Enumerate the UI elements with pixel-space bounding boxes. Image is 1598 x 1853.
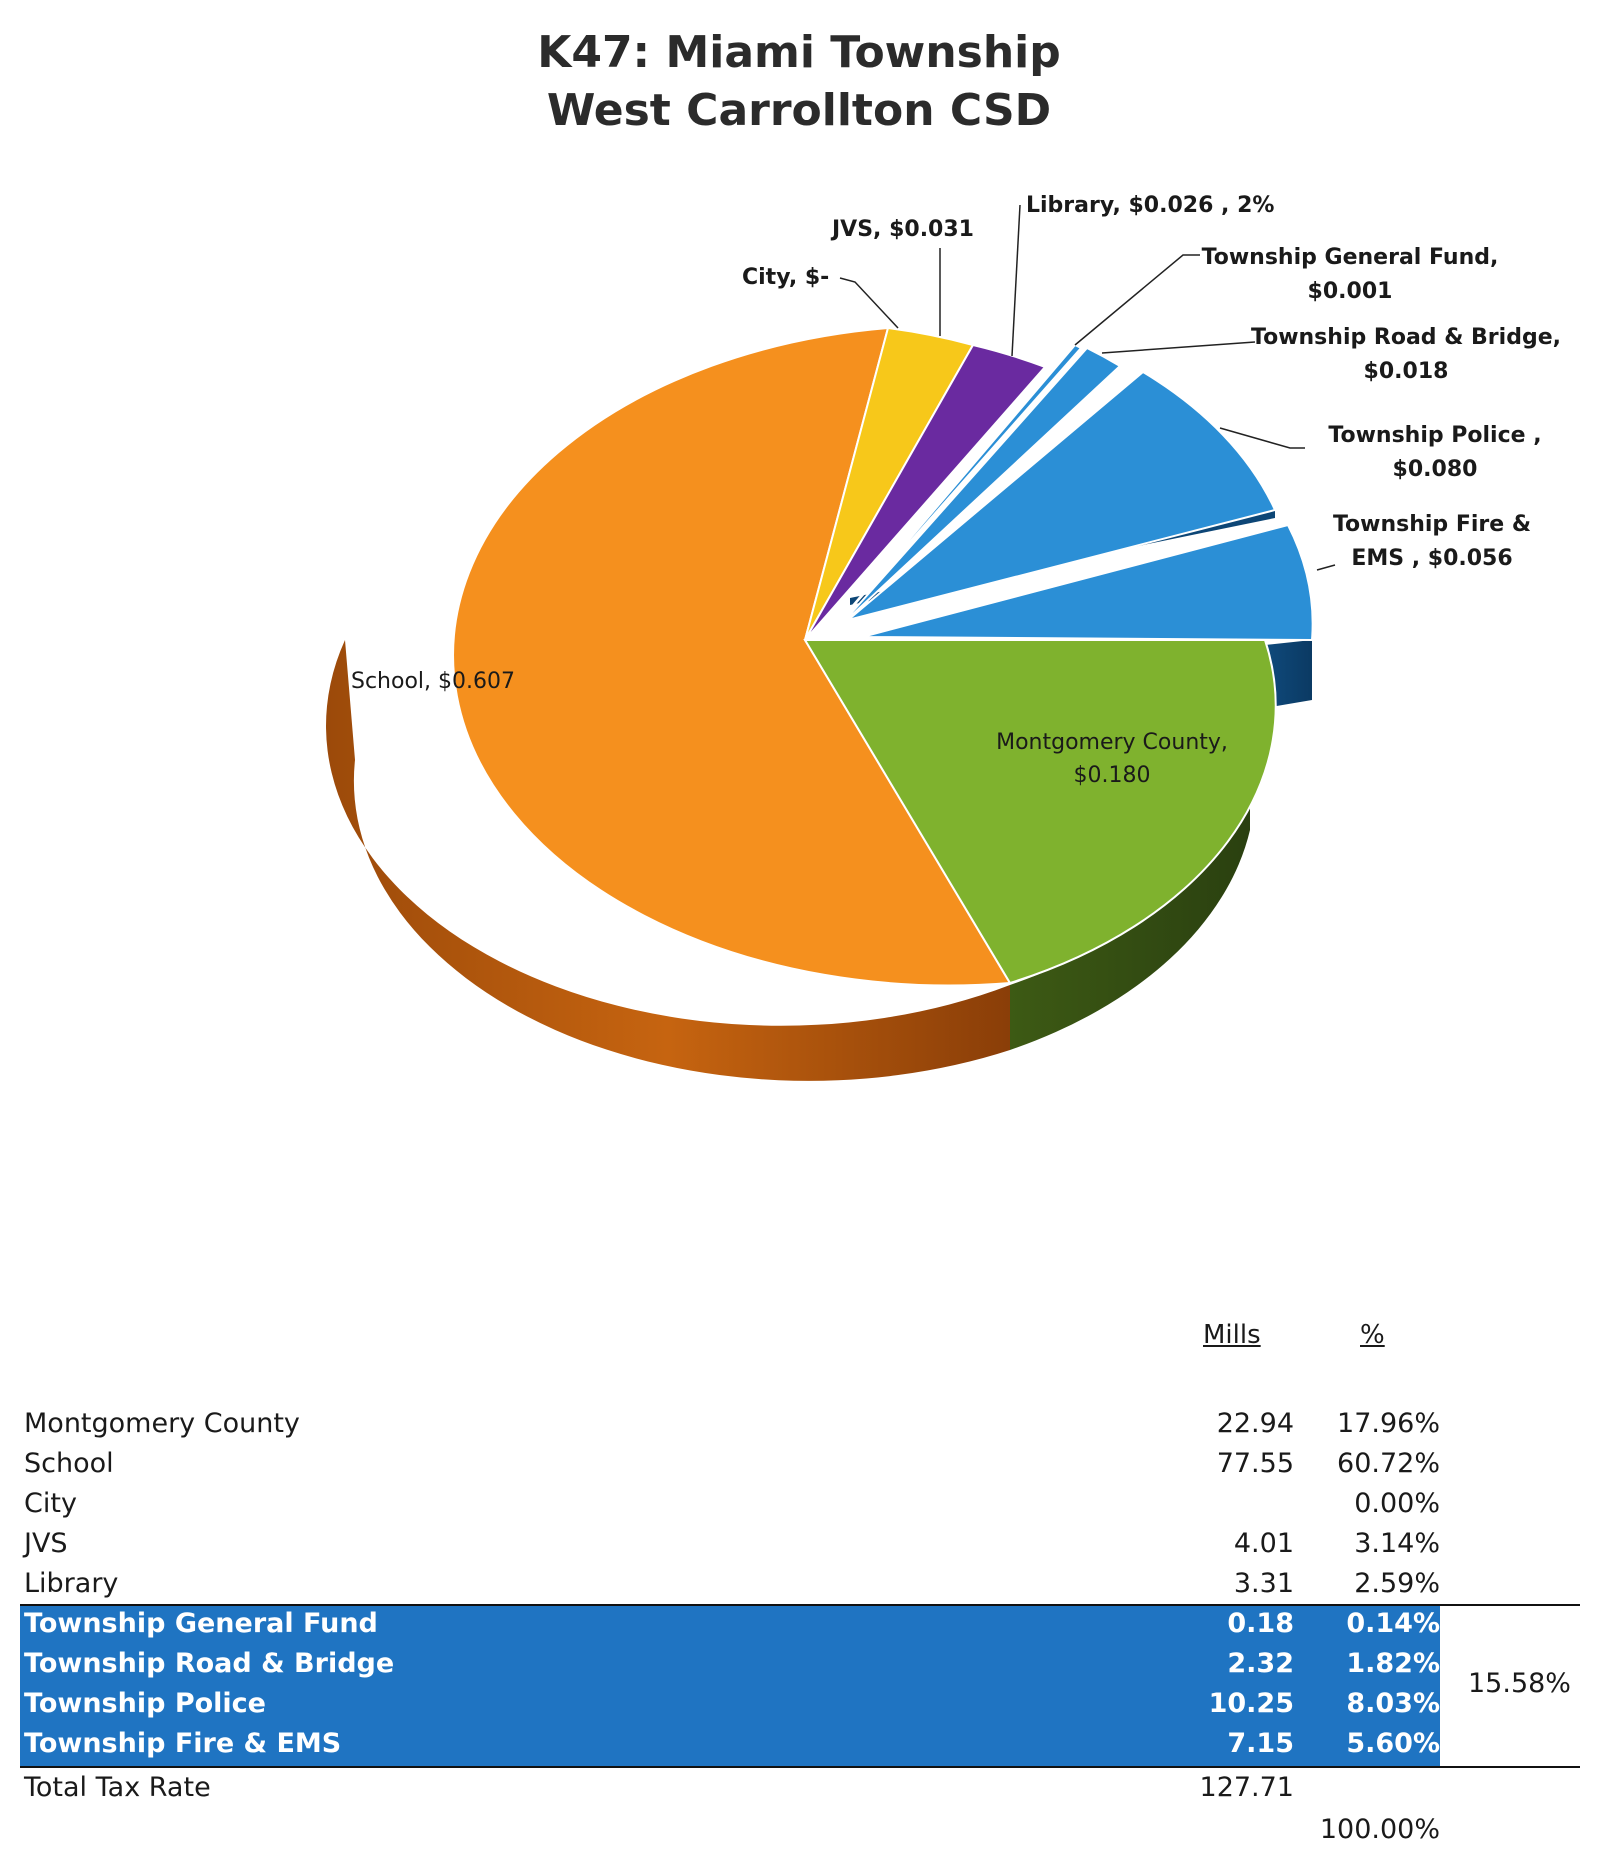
table-row: Library 3.31 2.59%: [20, 1564, 1440, 1604]
township-bottom-rule: [20, 1766, 1580, 1768]
row-name: JVS: [24, 1528, 68, 1559]
township-highlight-block: [20, 1606, 1440, 1766]
row-pct: 2.59%: [1354, 1568, 1440, 1599]
montgomery-slice: [803, 639, 1277, 985]
table-row: Township Fire & EMS 7.15 5.60%: [20, 1724, 1440, 1764]
row-pct: 0.14%: [1346, 1608, 1440, 1639]
road-bridge-leader: [1101, 341, 1256, 354]
road-bridge-label-line-2: $0.018: [1364, 359, 1449, 384]
row-name: City: [24, 1488, 77, 1519]
table-row: Township Police 10.25 8.03%: [20, 1684, 1440, 1724]
mills-header: Mills: [1203, 1320, 1261, 1350]
row-pct: 1.82%: [1346, 1648, 1440, 1679]
row-name: Library: [24, 1568, 119, 1599]
fire-ems-leader: [1316, 564, 1336, 571]
row-mills: 3.31: [1233, 1568, 1294, 1599]
school-slice: [451, 326, 1012, 987]
table-row: School 77.55 60.72%: [20, 1444, 1440, 1484]
row-name: Township General Fund: [24, 1608, 378, 1639]
total-mills: 127.71: [1199, 1772, 1294, 1803]
police-label-line-1: Township Police ,: [1328, 423, 1541, 448]
table-row: JVS 4.01 3.14%: [20, 1524, 1440, 1564]
row-name: Township Road & Bridge: [24, 1648, 395, 1679]
city-leader: [839, 277, 899, 329]
general-fund-label-line-1: Township General Fund,: [1202, 245, 1499, 270]
total-pct: 100.00%: [1319, 1814, 1440, 1845]
row-mills: 77.55: [1216, 1448, 1294, 1479]
city-label: City, $-: [742, 265, 829, 290]
row-pct: 60.72%: [1337, 1448, 1440, 1479]
fire-ems-label-line-2: EMS , $0.056: [1351, 546, 1512, 571]
police-slice: [847, 370, 1277, 621]
fire-ems-slice: [861, 523, 1314, 642]
township-top-rule: [20, 1604, 1580, 1606]
general-fund-leader: [1074, 254, 1200, 346]
school-label: School, $0.607: [351, 669, 515, 694]
row-pct: 8.03%: [1346, 1688, 1440, 1719]
fire-ems-slice-side: [1265, 640, 1312, 708]
row-mills: 2.32: [1227, 1648, 1294, 1679]
library-leader: [1011, 204, 1021, 357]
row-name: Township Police: [24, 1688, 266, 1719]
jvs-label: JVS, $0.031: [830, 217, 974, 242]
total-label: Total Tax Rate: [24, 1772, 211, 1803]
road-bridge-slice: [837, 346, 1122, 629]
montgomery-label-line-1: Montgomery County,: [996, 730, 1228, 755]
row-name: Montgomery County: [24, 1408, 300, 1439]
table-row: City 0.00%: [20, 1484, 1440, 1524]
fire-ems-label-line-1: Township Fire &: [1333, 512, 1531, 537]
library-label: Library, $0.026 , 2%: [1026, 193, 1274, 218]
row-mills: 10.25: [1208, 1688, 1294, 1719]
total-pct-row: 100.00%: [20, 1810, 1440, 1850]
row-mills: 0.18: [1227, 1608, 1294, 1639]
row-mills: 7.15: [1227, 1728, 1294, 1759]
row-pct: 3.14%: [1354, 1528, 1440, 1559]
row-mills: 22.94: [1216, 1408, 1294, 1439]
table-row: Township Road & Bridge 2.32 1.82%: [20, 1644, 1440, 1684]
row-name: Township Fire & EMS: [24, 1728, 342, 1759]
chart-title-line-1: K47: Miami Township: [537, 27, 1061, 78]
library-slice: [804, 343, 1047, 641]
row-pct: 0.00%: [1354, 1488, 1440, 1519]
table-row: Montgomery County 22.94 17.96%: [20, 1404, 1440, 1444]
general-fund-label-line-2: $0.001: [1308, 279, 1393, 304]
row-mills: 4.01: [1233, 1528, 1294, 1559]
row-name: School: [24, 1448, 114, 1479]
police-label-line-2: $0.080: [1393, 457, 1478, 482]
table-row: Township General Fund 0.18 0.14%: [20, 1604, 1440, 1644]
row-pct: 5.60%: [1346, 1728, 1440, 1759]
pie-chart: School, $0.607 Montgomery County, $0.180…: [326, 193, 1561, 1081]
police-leader: [1219, 427, 1305, 449]
pct-header: %: [1360, 1320, 1385, 1350]
montgomery-slice-side: [1010, 760, 1250, 1050]
township-subtotal: 15.58%: [1468, 1668, 1571, 1699]
row-pct: 17.96%: [1337, 1408, 1440, 1439]
road-bridge-label-line-1: Township Road & Bridge,: [1251, 325, 1561, 350]
montgomery-label-line-2: $0.180: [1074, 763, 1151, 788]
chart-title-line-2: West Carrollton CSD: [546, 85, 1052, 136]
total-row: Total Tax Rate 127.71: [20, 1768, 1440, 1808]
school-slice-side: [326, 640, 1011, 1081]
